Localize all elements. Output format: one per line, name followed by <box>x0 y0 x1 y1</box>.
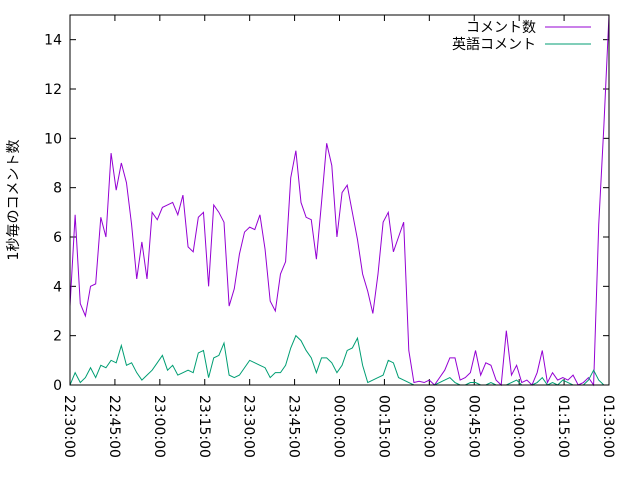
y-tick-label: 12 <box>44 82 62 98</box>
x-tick-label: 23:30:00 <box>241 395 257 458</box>
x-tick-label: 00:00:00 <box>331 395 347 458</box>
x-tick-label: 23:45:00 <box>286 395 302 458</box>
series-line-1 <box>69 334 609 386</box>
axis-ticks <box>69 15 610 386</box>
y-tick-label: 8 <box>53 181 62 197</box>
series-lines <box>69 14 610 387</box>
y-tick-label: 14 <box>44 33 62 49</box>
x-tick-label: 01:00:00 <box>510 395 526 458</box>
x-tick-labels: 22:30:00 22:45:00 23:00:00 23:15:00 23:30:00… <box>61 395 616 458</box>
x-tick-label: 22:45:00 <box>106 395 122 458</box>
y-tick-labels: 0 2 4 6 8 10 12 14 <box>44 33 62 394</box>
y-tick-label: 6 <box>53 230 62 246</box>
x-tick-label: 23:00:00 <box>151 395 167 458</box>
x-tick-label: 01:15:00 <box>555 395 571 458</box>
x-tick-label: 23:15:00 <box>196 395 212 458</box>
legend-label-1: 英語コメント <box>452 36 536 53</box>
legend-label-0: コメント数 <box>466 20 536 36</box>
x-tick-label: 00:45:00 <box>465 395 481 458</box>
y-axis-label: 1秒毎のコメント数 <box>6 140 22 261</box>
x-tick-label: 22:30:00 <box>61 395 77 458</box>
x-tick-label: 00:30:00 <box>420 395 436 458</box>
y-tick-label: 0 <box>53 378 62 394</box>
y-tick-label: 10 <box>44 131 62 147</box>
series-line-0 <box>69 14 610 387</box>
plot-frame <box>69 14 610 386</box>
y-tick-label: 2 <box>53 329 62 345</box>
x-tick-label: 01:30:00 <box>600 395 616 458</box>
x-tick-label: 00:15:00 <box>375 395 391 458</box>
y-tick-label: 4 <box>53 279 62 295</box>
